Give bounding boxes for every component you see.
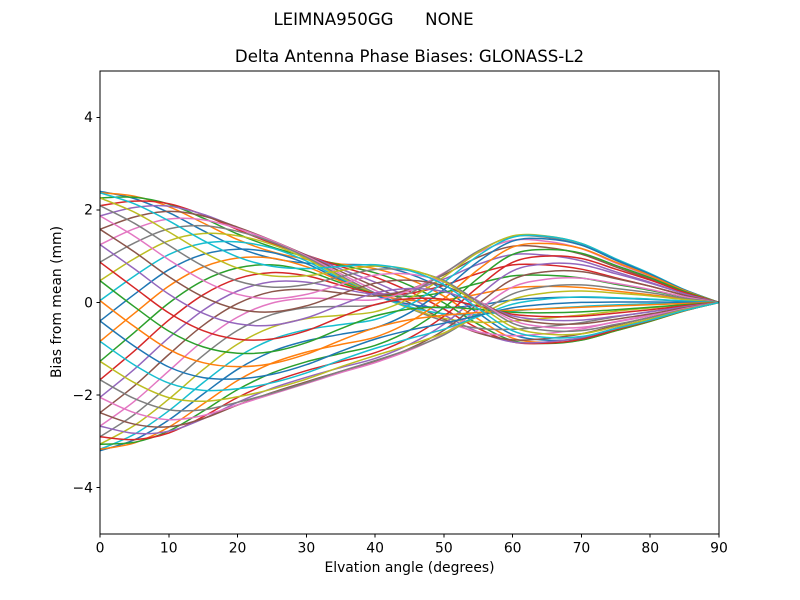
series-line-20 [100,237,719,452]
series-line-31 [100,299,719,368]
axes-title: Delta Antenna Phase Biases: GLONASS-L2 [234,47,585,66]
x-tick-label: 60 [504,541,522,557]
x-tick-label: 50 [435,541,453,557]
series-line-36 [100,215,719,329]
series-line-33 [100,261,719,341]
series-line-35 [100,228,719,326]
series-line-32 [100,279,719,355]
x-tick-label: 40 [366,541,384,557]
x-tick-label: 10 [160,541,178,557]
series-line-28 [100,290,719,403]
series-line-8 [100,232,719,324]
y-axis-label: Bias from mean (mm) [49,225,65,379]
x-tick-label: 0 [96,541,105,557]
series-line-38 [100,197,719,336]
series-lines [100,190,719,452]
x-tick-label: 80 [641,541,659,557]
y-tick-label: 0 [84,295,93,311]
x-tick-label: 70 [573,541,591,557]
series-line-11 [100,256,719,343]
series-line-29 [100,296,719,392]
x-tick-label: 30 [297,541,315,557]
series-line-39 [100,192,719,339]
figure-suptitle: LEIMNA950GG NONE [273,10,474,29]
series-line-15 [100,244,719,414]
series-line-26 [100,277,719,421]
series-line-2 [100,196,719,345]
series-line-27 [100,284,719,412]
series-line-7 [100,224,719,331]
x-tick-label: 90 [710,541,728,557]
x-axis-label: Elvation angle (degrees) [324,560,495,576]
y-tick-label: 4 [84,110,93,126]
series-line-21 [100,242,719,451]
x-tick-label: 20 [229,541,247,557]
series-line-30 [100,301,719,380]
y-tick-label: 2 [84,203,93,219]
series-line-9 [100,240,719,316]
y-tick-label: −2 [73,388,93,404]
y-tick-label: −4 [73,481,94,497]
series-line-5 [100,210,719,341]
series-line-19 [100,234,719,451]
series-line-34 [100,243,719,327]
